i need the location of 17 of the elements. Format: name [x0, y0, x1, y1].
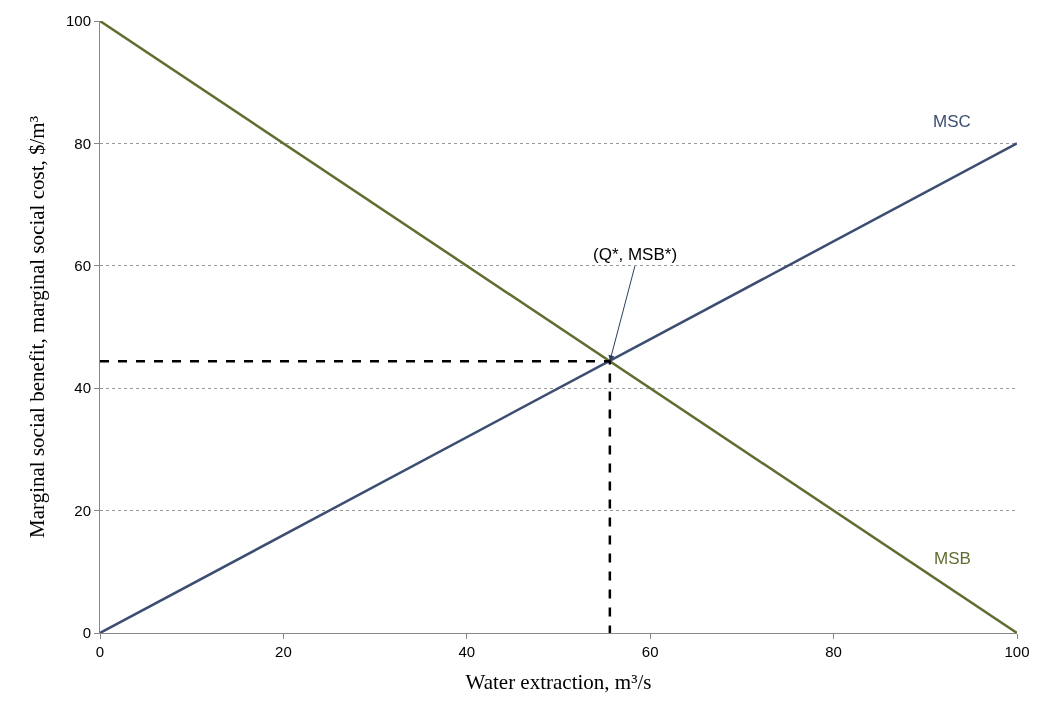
y-tick-label: 80	[74, 134, 91, 152]
series-label: MSC	[933, 112, 971, 131]
y-axis-title: Marginal social benefit, marginal social cost, $/m³	[25, 116, 50, 538]
x-tick-label: 60	[641, 643, 659, 660]
x-tick-label: 0	[95, 643, 105, 660]
x-tick-label: 80	[825, 643, 842, 660]
x-tick-label: 100	[1004, 643, 1030, 660]
x-tick-label: 40	[458, 643, 476, 660]
series-label: MSB	[934, 549, 971, 568]
x-tick-label: 20	[275, 643, 292, 660]
x-axis-title: Water extraction, m³/s	[465, 670, 652, 695]
y-tick-label: 20	[74, 501, 91, 519]
y-tick-label: 100	[65, 12, 91, 30]
annotation: (Q*, MSB*)	[593, 245, 678, 264]
y-tick-label: 40	[74, 379, 91, 397]
y-tick-label: 60	[74, 257, 91, 275]
y-tick-label: 0	[82, 624, 91, 642]
